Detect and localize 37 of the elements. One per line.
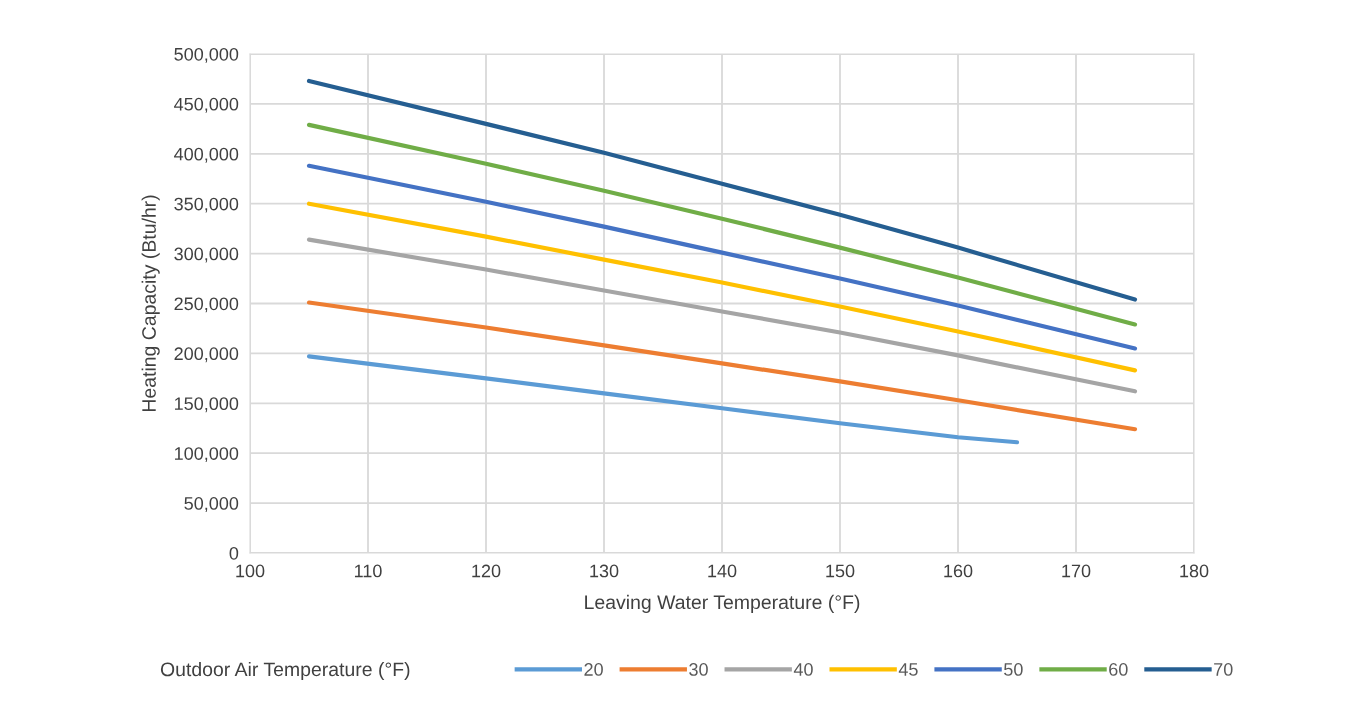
legend-title: Outdoor Air Temperature (°F) [160,661,410,681]
x-tick-label: 150 [826,564,855,578]
y-tick-label: 300,000 [174,247,239,263]
line-series [306,237,1138,394]
legend-label: 45 [898,663,918,676]
x-tick-label: 140 [708,564,737,578]
y-axis-title: Heating Capacity (Btu/hr) [141,195,160,412]
y-tick-label: 0 [229,546,239,560]
x-tick-label: 120 [472,564,501,578]
x-tick-label: 100 [236,564,265,578]
x-tick-label: 130 [590,564,619,578]
y-tick-label: 450,000 [174,97,239,113]
legend-label: 60 [1109,663,1128,676]
y-tick-label: 250,000 [174,297,239,313]
line-series [306,354,1020,445]
y-tick-label: 200,000 [174,347,239,363]
x-tick-label: 180 [1180,564,1209,578]
x-axis-title: Leaving Water Temperature (°F) [585,594,860,613]
line-series [306,122,1138,327]
y-tick-label: 350,000 [174,197,239,213]
line-series [306,78,1138,302]
x-tick-label: 160 [944,564,973,578]
y-tick-label: 400,000 [174,147,239,163]
y-tick-label: 150,000 [175,397,239,413]
x-tick-label: 110 [354,564,382,578]
y-tick-label: 50,000 [184,497,239,512]
x-tick-label: 170 [1062,564,1091,578]
legend-label: 50 [1004,663,1023,676]
legend-label: 70 [1214,663,1233,676]
legend-label: 40 [793,663,813,676]
y-tick-label: 100,000 [175,447,239,463]
line-series [306,300,1138,432]
legend-label: 20 [584,663,603,676]
line-series [306,163,1138,351]
y-tick-label: 500,000 [174,47,239,63]
legend-label: 30 [689,663,708,676]
line-series [306,201,1138,373]
